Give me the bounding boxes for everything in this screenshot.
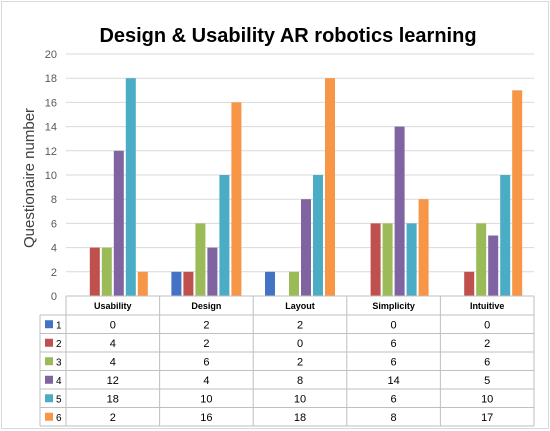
category-label-intuitive: Intuitive <box>470 301 505 311</box>
bar-design-series-5 <box>219 175 230 296</box>
y-tick-label: 6 <box>51 218 57 230</box>
bar-usability-series-4 <box>113 150 124 296</box>
legend-key-series-5 <box>45 394 53 403</box>
y-tick-label: 8 <box>51 194 57 206</box>
table-cell: 16 <box>200 412 212 424</box>
table-cell: 0 <box>110 319 116 331</box>
table-cell: 4 <box>203 375 209 387</box>
legend-key-series-4 <box>45 375 53 384</box>
bar-layout-series-5 <box>313 175 323 296</box>
bar-layout-series-3 <box>289 271 299 296</box>
table-cell: 18 <box>294 412 306 424</box>
bar-usability-series-2 <box>89 247 100 296</box>
y-tick-label: 0 <box>51 291 57 303</box>
category-label-simplicity: Simplicity <box>372 301 415 311</box>
bar-intuitive-series-2 <box>464 271 475 296</box>
bar-layout-series-1 <box>265 271 275 296</box>
table-cell: 17 <box>481 412 493 424</box>
bar-intuitive-series-4 <box>488 235 499 296</box>
bar-design-series-3 <box>195 223 206 296</box>
data-table: Usability Design Layout Simplicity Intuitive… <box>39 295 535 427</box>
bar-usability-series-3 <box>101 247 112 296</box>
legend-key-series-2 <box>45 338 53 347</box>
table-cell: 6 <box>391 356 397 368</box>
legend-label-series-4: 4 <box>56 376 62 387</box>
bar-simplicity-series-3 <box>382 223 393 296</box>
table-cell: 2 <box>203 338 209 350</box>
table-cell: 10 <box>481 393 493 405</box>
table-cell: 6 <box>391 338 397 350</box>
table-cell: 8 <box>391 412 397 424</box>
table-cell: 2 <box>484 338 490 350</box>
y-tick-label: 4 <box>51 243 57 255</box>
y-tick-label: 20 <box>45 49 57 61</box>
y-axis-ticks: 0 2 4 6 8 10 12 14 16 18 20 <box>45 49 57 303</box>
table-cell: 0 <box>297 338 303 350</box>
table-cell: 8 <box>297 375 303 387</box>
bar-usability-series-6 <box>137 271 148 296</box>
legend-key-series-3 <box>45 357 53 366</box>
table-cell: 14 <box>387 375 399 387</box>
bars <box>89 78 523 297</box>
bar-simplicity-series-5 <box>406 223 417 296</box>
bar-layout-series-6 <box>325 78 335 296</box>
table-cell: 12 <box>107 375 119 387</box>
table-cell: 18 <box>107 393 119 405</box>
table-cell: 6 <box>203 356 209 368</box>
table-cell: 5 <box>484 375 490 387</box>
bar-layout-series-4 <box>301 199 311 296</box>
y-tick-label: 18 <box>45 73 57 85</box>
category-label-usability: Usability <box>94 301 132 311</box>
bar-intuitive-series-5 <box>500 175 511 296</box>
table-cell: 4 <box>110 356 116 368</box>
category-label-design: Design <box>191 301 221 311</box>
bar-design-series-1 <box>171 271 182 296</box>
y-tick-label: 16 <box>45 97 57 109</box>
legend-label-series-3: 3 <box>56 357 62 368</box>
legend-label-series-1: 1 <box>56 320 62 331</box>
table-cell: 4 <box>110 338 116 350</box>
bar-design-series-4 <box>207 247 218 296</box>
y-axis-label: Questionaire number <box>21 108 38 248</box>
bar-simplicity-series-6 <box>418 199 429 296</box>
bar-usability-series-5 <box>125 78 136 296</box>
table-cell: 2 <box>203 319 209 331</box>
legend-label-series-5: 5 <box>56 394 62 405</box>
table-cell: 2 <box>110 412 116 424</box>
bar-simplicity-series-4 <box>394 126 405 296</box>
table-cell: 0 <box>484 319 490 331</box>
y-tick-label: 10 <box>45 170 57 182</box>
legend-key-series-6 <box>45 412 53 421</box>
chart-title: Design & Usability AR robotics learning <box>99 25 476 47</box>
table-cell: 0 <box>391 319 397 331</box>
bar-design-series-2 <box>183 271 194 296</box>
legend-key-series-1 <box>45 320 53 329</box>
bar-design-series-6 <box>231 102 242 297</box>
table-cell: 2 <box>297 319 303 331</box>
bar-intuitive-series-3 <box>476 223 487 296</box>
bar-intuitive-series-6 <box>512 90 523 296</box>
table-cell: 10 <box>200 393 212 405</box>
table-cell: 2 <box>297 356 303 368</box>
table-cell: 10 <box>294 393 306 405</box>
table-cell: 6 <box>484 356 490 368</box>
bar-simplicity-series-2 <box>370 223 381 296</box>
table-cell: 6 <box>391 393 397 405</box>
category-label-layout: Layout <box>285 301 315 311</box>
y-tick-label: 14 <box>45 122 57 134</box>
y-tick-label: 12 <box>45 146 57 158</box>
gridlines <box>66 53 534 297</box>
legend-label-series-6: 6 <box>56 413 62 424</box>
legend-label-series-2: 2 <box>56 339 62 350</box>
y-tick-label: 2 <box>51 267 57 279</box>
